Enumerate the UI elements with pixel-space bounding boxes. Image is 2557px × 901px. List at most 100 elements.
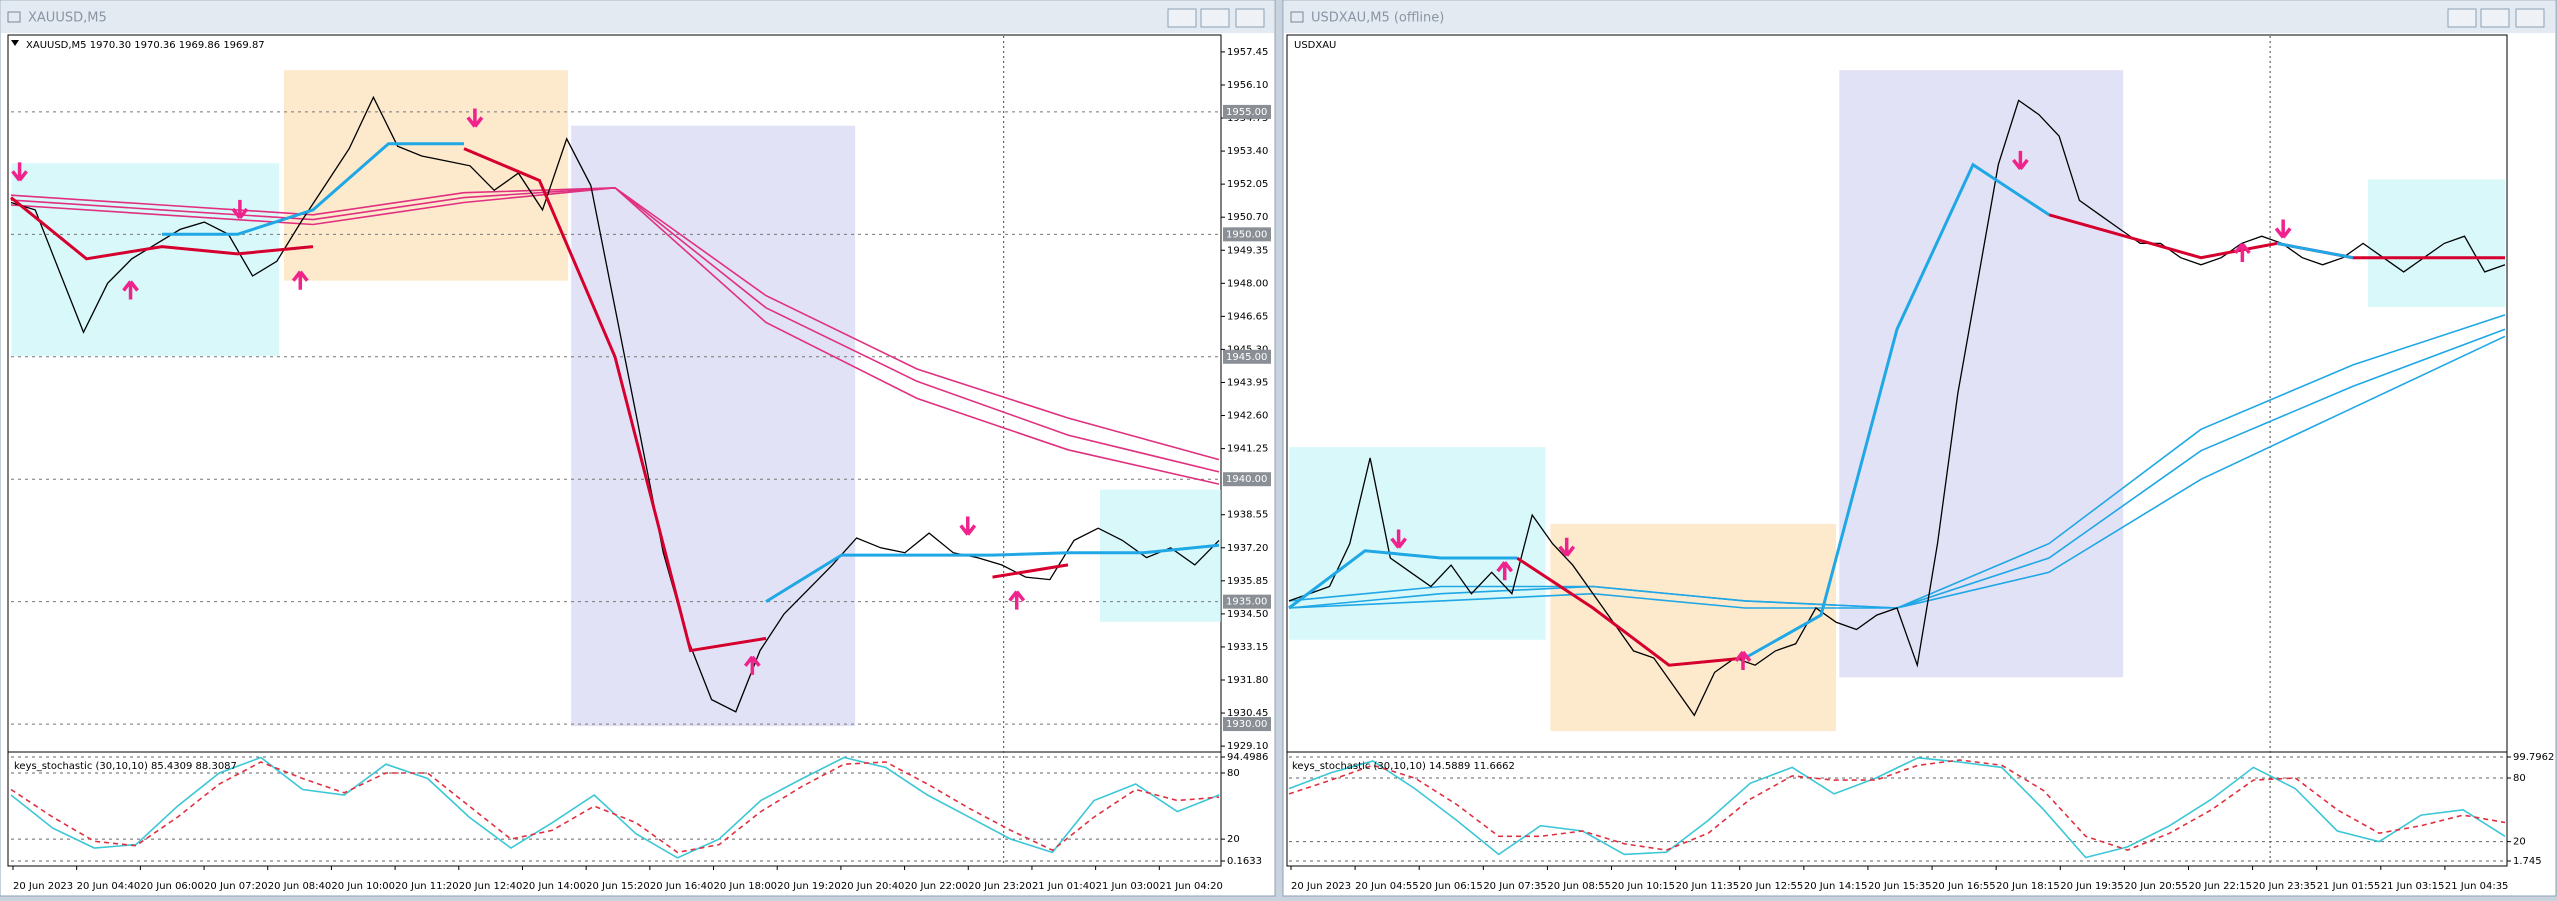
series-line [1288, 162, 2354, 660]
x-tick-label: 20 Jun 20:40 [841, 881, 905, 892]
x-tick-label: 20 Jun 10:15 [1612, 881, 1676, 892]
x-tick-label: 20 Jun 12:40 [459, 881, 523, 892]
y-tick-label: 1943.95 [1227, 377, 1268, 388]
y-tick-label: 1935.85 [1227, 576, 1268, 587]
maximize-button[interactable] [2480, 8, 2510, 28]
level-tag [1223, 472, 1271, 487]
x-tick-label: 21 Jun 03:15 [2381, 881, 2445, 892]
minimize-button[interactable] [1167, 8, 1197, 28]
y-tick-label: 1952.05 [1227, 179, 1268, 190]
level-label: 1935.00 [1226, 597, 1267, 608]
level-label: 1955.00 [1226, 107, 1267, 118]
level-label: 1930.00 [1226, 719, 1267, 730]
x-tick-label: 20 Jun 16:40 [650, 881, 714, 892]
close-button[interactable] [2515, 8, 2545, 28]
x-tick-label: 20 Jun 07:35 [1483, 881, 1547, 892]
signal-arrow [231, 199, 249, 219]
level-tag [1223, 227, 1271, 242]
y-tick-label: 1937.20 [1227, 543, 1268, 554]
y-tick-label: 1930.45 [1227, 708, 1268, 719]
x-tick-label: 20 Jun 20:55 [2124, 881, 2188, 892]
y-tick-label: 1934.50 [1227, 609, 1268, 620]
y-tick-label: 1949.35 [1227, 245, 1268, 256]
y-tick-label: 1957.45 [1227, 47, 1268, 58]
signal-arrow [2012, 150, 2029, 171]
window-title: XAUUSD,M5 [28, 11, 107, 26]
signal-arrow [1390, 529, 1408, 549]
zone-box [571, 125, 856, 727]
x-tick-label: 20 Jun 08:55 [1547, 881, 1611, 892]
zone-box [2368, 179, 2506, 307]
x-tick-label: 20 Jun 07:20 [204, 881, 268, 892]
signal-arrow [1558, 537, 1576, 557]
y-tick-label: 1.745 [2513, 856, 2542, 867]
x-tick-label: 20 Jun 23:35 [2253, 881, 2317, 892]
x-tick-label: 20 Jun 18:15 [1996, 881, 2060, 892]
level-label: 1940.00 [1226, 474, 1267, 485]
y-tick-label: 1933.15 [1227, 642, 1268, 653]
zone-box [1289, 447, 1546, 640]
zone-box [1099, 489, 1221, 622]
series-line [1288, 99, 2506, 717]
signal-arrow [1734, 650, 1752, 670]
signal-arrow [466, 108, 484, 128]
series-line [162, 142, 1220, 603]
level-label: 1945.00 [1226, 352, 1267, 363]
minimize-button[interactable] [2447, 8, 2477, 28]
signal-arrow [2233, 242, 2251, 262]
x-tick-label: 21 Jun 04:20 [1159, 881, 1223, 892]
x-tick-label: 20 Jun 14:00 [522, 881, 586, 892]
maximize-button[interactable] [1200, 8, 1230, 28]
x-tick-label: 20 Jun 04:55 [1355, 881, 1419, 892]
x-tick-label: 20 Jun 08:40 [268, 881, 332, 892]
x-tick-label: 21 Jun 01:55 [2317, 881, 2381, 892]
series-line [1288, 756, 2506, 859]
x-tick-label: 20 Jun 23:20 [968, 881, 1032, 892]
x-tick-label: 20 Jun 14:15 [1804, 881, 1868, 892]
x-tick-label: 20 Jun 2023 [1291, 881, 1351, 892]
signal-arrow [1496, 561, 1514, 581]
x-tick-label: 20 Jun 18:00 [714, 881, 778, 892]
indicator-title: keys_stochastic (30,10,10) 85.4309 88.30… [14, 761, 237, 772]
zone-box [1839, 70, 2124, 678]
menu-triangle [11, 40, 19, 46]
x-tick-label: 20 Jun 06:00 [140, 881, 204, 892]
indicator-pane [1286, 751, 2508, 867]
close-button[interactable] [1235, 8, 1265, 28]
y-tick-label: 1948.00 [1227, 278, 1268, 289]
x-tick-label: 21 Jun 03:00 [1096, 881, 1160, 892]
signal-arrow [959, 516, 977, 536]
indicator-pane [7, 751, 1222, 867]
y-tick-label: 80 [1227, 768, 1240, 779]
y-tick-label: 1929.10 [1227, 741, 1268, 752]
y-tick-label: 1941.25 [1227, 444, 1268, 455]
x-tick-label: 21 Jun 01:40 [1032, 881, 1096, 892]
x-tick-label: 20 Jun 11:20 [395, 881, 459, 892]
level-tag [1223, 104, 1271, 119]
chart-header: USDXAU [1294, 40, 1336, 51]
y-tick-label: 1950.70 [1227, 212, 1268, 223]
x-tick-label: 20 Jun 04:40 [77, 881, 141, 892]
x-tick-label: 20 Jun 06:15 [1419, 881, 1483, 892]
x-tick-label: 20 Jun 11:35 [1676, 881, 1740, 892]
zone-box [1550, 523, 1836, 732]
level-label: 1950.00 [1226, 229, 1267, 240]
indicator-title: keys_stochastic (30,10,10) 14.5889 11.66… [1292, 761, 1515, 772]
y-tick-label: 1942.60 [1227, 411, 1268, 422]
series-line [1288, 759, 2506, 851]
x-tick-label: 20 Jun 15:20 [586, 881, 650, 892]
y-tick-label: 1953.40 [1227, 146, 1268, 157]
y-tick-label: 1938.55 [1227, 510, 1268, 521]
x-tick-label: 20 Jun 19:20 [777, 881, 841, 892]
x-tick-label: 20 Jun 19:35 [2060, 881, 2124, 892]
level-tag [1223, 594, 1271, 609]
y-tick-label: 1946.65 [1227, 311, 1268, 322]
chart-header: XAUUSD,M5 1970.30 1970.36 1969.86 1969.8… [26, 40, 265, 51]
y-tick-label: 20 [1227, 834, 1240, 845]
x-tick-label: 21 Jun 04:35 [2445, 881, 2509, 892]
y-tick-label: 80 [2513, 773, 2526, 784]
series-line [10, 186, 1220, 485]
signal-arrow [11, 162, 28, 182]
y-tick-label: 1931.80 [1227, 675, 1268, 686]
